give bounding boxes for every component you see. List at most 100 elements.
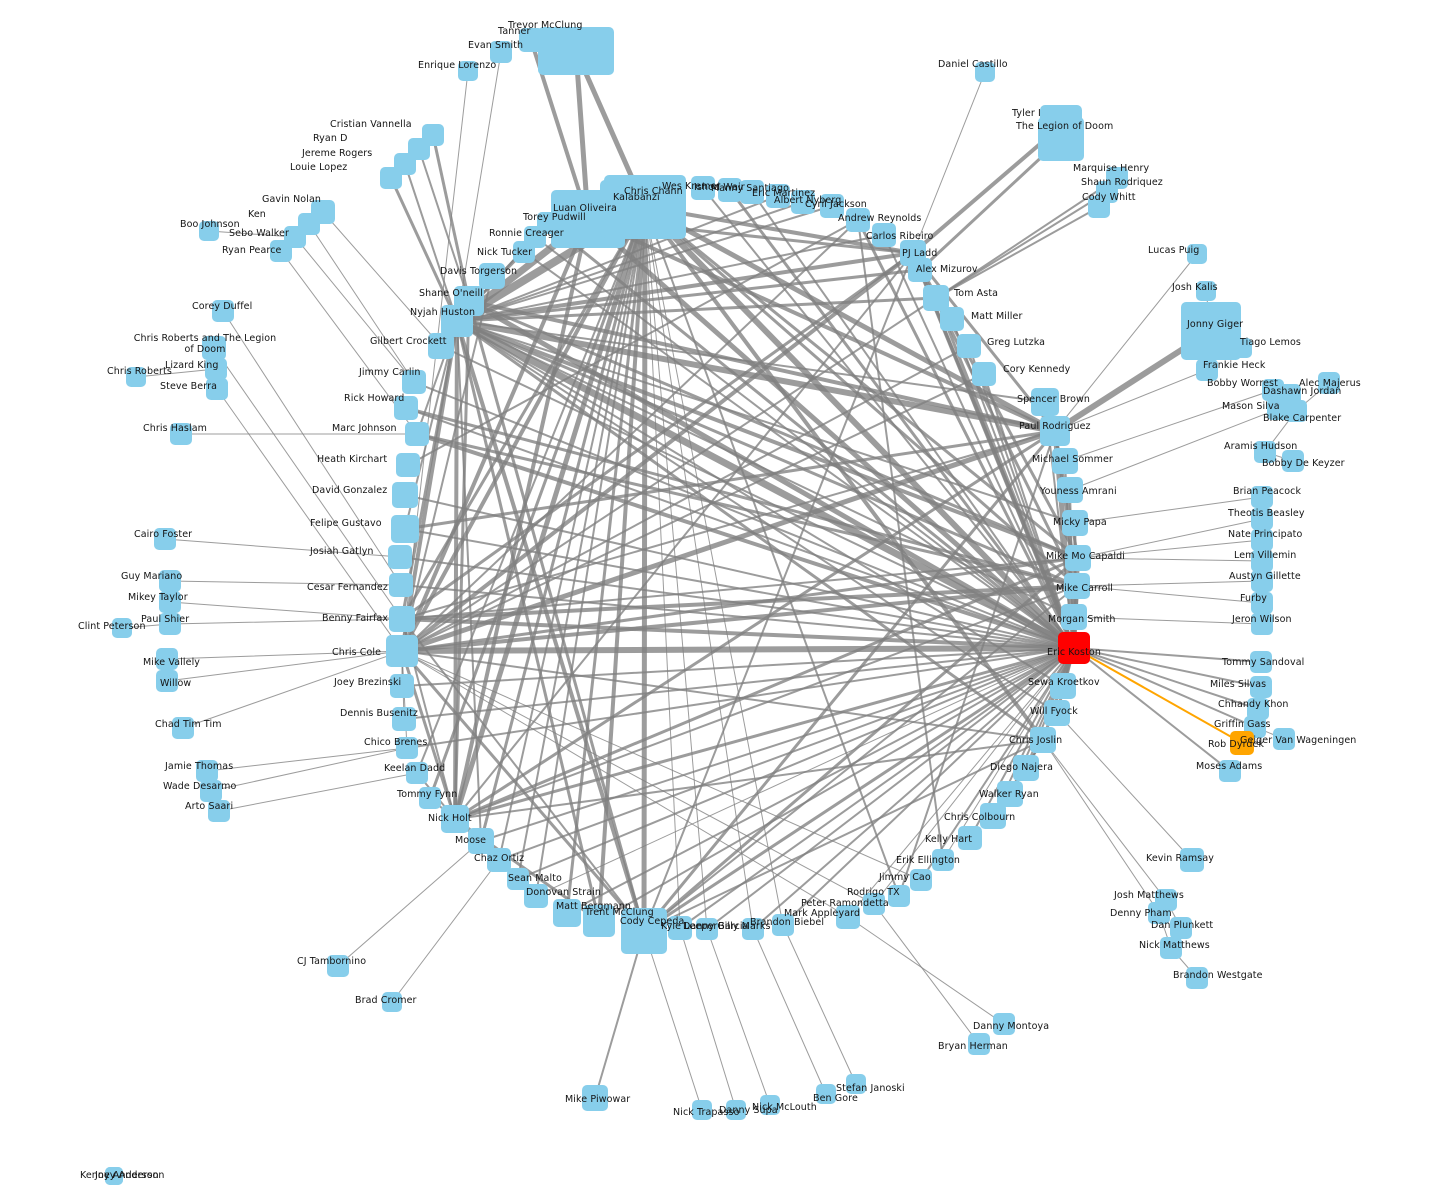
graph-node[interactable] (389, 573, 413, 597)
graph-node[interactable] (159, 613, 181, 635)
graph-node[interactable] (726, 1100, 746, 1120)
graph-node[interactable] (993, 1013, 1015, 1035)
graph-node[interactable] (1170, 917, 1192, 939)
graph-node[interactable] (1282, 450, 1304, 472)
graph-node[interactable] (394, 396, 418, 420)
graph-node[interactable] (668, 916, 692, 940)
graph-node[interactable] (507, 868, 529, 890)
graph-node[interactable] (172, 717, 194, 739)
graph-node[interactable] (490, 41, 512, 63)
graph-node[interactable] (1251, 529, 1273, 551)
graph-node[interactable] (202, 336, 226, 360)
graph-node[interactable] (1250, 651, 1272, 673)
graph-node[interactable] (199, 221, 219, 241)
graph-node[interactable] (159, 570, 181, 592)
graph-node[interactable] (836, 905, 860, 929)
graph-node[interactable] (621, 908, 667, 954)
graph-node[interactable] (441, 805, 469, 833)
graph-node[interactable] (396, 737, 418, 759)
graph-node[interactable] (1247, 698, 1269, 720)
graph-node[interactable] (513, 241, 535, 263)
graph-node[interactable] (740, 180, 764, 204)
graph-node[interactable] (212, 300, 234, 322)
graph-node[interactable] (940, 307, 964, 331)
graph-node[interactable] (1251, 550, 1273, 572)
graph-node[interactable] (1058, 632, 1090, 664)
graph-node[interactable] (390, 674, 414, 698)
graph-node[interactable] (1031, 388, 1059, 416)
graph-node[interactable] (428, 333, 454, 359)
graph-node[interactable] (382, 992, 402, 1012)
graph-node[interactable] (524, 884, 548, 908)
graph-node[interactable] (392, 707, 416, 731)
graph-node[interactable] (583, 905, 615, 937)
graph-node[interactable] (396, 453, 420, 477)
graph-node[interactable] (846, 208, 870, 232)
graph-node[interactable] (1057, 477, 1083, 503)
graph-node[interactable] (389, 606, 415, 632)
graph-node[interactable] (1160, 937, 1182, 959)
graph-node[interactable] (208, 800, 230, 822)
graph-node[interactable] (1050, 673, 1076, 699)
graph-node[interactable] (846, 1074, 866, 1094)
graph-node[interactable] (1186, 967, 1208, 989)
graph-node[interactable] (206, 378, 228, 400)
graph-node[interactable] (154, 528, 176, 550)
graph-node[interactable] (696, 918, 718, 940)
graph-node[interactable] (126, 367, 146, 387)
graph-node[interactable] (200, 780, 222, 802)
graph-node[interactable] (908, 258, 932, 282)
graph-node[interactable] (538, 27, 614, 75)
graph-node[interactable] (1267, 398, 1289, 420)
graph-node[interactable] (1044, 700, 1070, 726)
graph-node[interactable] (1196, 359, 1218, 381)
graph-node[interactable] (772, 914, 794, 936)
graph-node[interactable] (718, 178, 742, 202)
graph-node[interactable] (1230, 731, 1254, 755)
graph-node[interactable] (205, 358, 227, 380)
graph-node[interactable] (975, 62, 995, 82)
graph-node[interactable] (760, 1095, 780, 1115)
graph-node[interactable] (391, 515, 419, 543)
graph-node[interactable] (1088, 196, 1110, 218)
graph-node[interactable] (441, 305, 473, 337)
graph-node[interactable] (1030, 727, 1056, 753)
graph-node[interactable] (406, 762, 428, 784)
graph-node[interactable] (582, 1085, 608, 1111)
graph-node[interactable] (972, 362, 996, 386)
graph-node[interactable] (1181, 302, 1241, 360)
graph-node[interactable] (766, 184, 790, 208)
graph-node[interactable] (156, 648, 178, 670)
graph-node[interactable] (1065, 545, 1091, 571)
graph-node[interactable] (405, 422, 429, 446)
graph-node[interactable] (1040, 416, 1070, 446)
graph-node[interactable] (553, 899, 581, 927)
graph-node[interactable] (1262, 379, 1284, 401)
graph-node[interactable] (419, 787, 441, 809)
graph-node[interactable] (402, 370, 426, 394)
graph-node[interactable] (910, 869, 932, 891)
graph-node[interactable] (791, 190, 815, 214)
graph-node[interactable] (863, 893, 885, 915)
graph-node[interactable] (1187, 244, 1207, 264)
graph-node[interactable] (327, 955, 349, 977)
graph-node[interactable] (1254, 441, 1276, 463)
graph-node[interactable] (1285, 400, 1307, 422)
graph-node[interactable] (1062, 510, 1088, 536)
graph-node[interactable] (105, 1167, 123, 1185)
graph-node[interactable] (600, 180, 662, 238)
graph-node[interactable] (1219, 760, 1241, 782)
graph-node[interactable] (1038, 117, 1084, 161)
graph-node[interactable] (479, 263, 505, 289)
graph-node[interactable] (112, 618, 132, 638)
graph-node[interactable] (458, 61, 478, 81)
graph-node[interactable] (1052, 448, 1078, 474)
graph-node[interactable] (392, 482, 418, 508)
graph-node[interactable] (980, 803, 1006, 829)
graph-node[interactable] (1318, 372, 1340, 394)
graph-node[interactable] (820, 194, 844, 218)
graph-node[interactable] (888, 885, 910, 907)
graph-node[interactable] (1251, 508, 1273, 530)
graph-node[interactable] (932, 849, 954, 871)
